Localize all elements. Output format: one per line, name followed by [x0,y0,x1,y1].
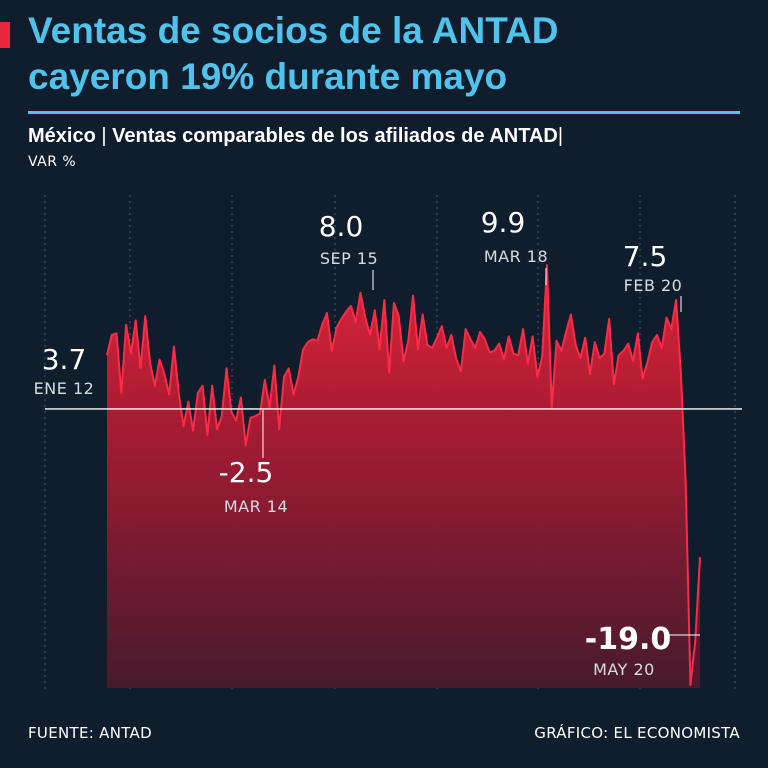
annotation-value: 9.9 [481,206,526,239]
annotations: 3.7 ENE 12 -2.5 MAR 14 8.0 SEP 15 9.9 MAR 18 7.5… [34,206,700,679]
subtitle-separator-left: | [101,125,107,147]
annotation-value: 3.7 [42,343,87,376]
chart-title: Ventas de socios de la ANTAD cayeron 19%… [28,8,748,100]
chart-subtitle: México | Ventas comparables de los afili… [28,125,563,148]
annotation-date: FEB 20 [624,276,683,295]
title-divider [28,111,740,114]
title-line-1: Ventas de socios de la ANTAD [28,10,559,51]
subtitle-separator-right: | [557,125,564,147]
annotation-date: SEP 15 [320,249,378,268]
area-layer [45,264,742,688]
annotation-date: MAY 20 [593,660,655,679]
title-line-2: cayeron 19% durante mayo [28,56,508,97]
annotation-date: MAR 14 [224,497,288,516]
annotation-date: ENE 12 [34,379,95,398]
series-line [106,264,701,686]
subtitle-country: México [28,125,96,147]
annotation-date: MAR 18 [484,247,548,266]
annotation-value: -2.5 [219,456,274,489]
credit-label: GRÁFICO: EL ECONOMISTA [534,724,740,742]
unit-label: VAR % [28,154,77,170]
annotation-value: -19.0 [585,622,671,657]
source-label: FUENTE: ANTAD [28,724,152,742]
annotation-value: 7.5 [623,240,668,273]
subtitle-description: Ventas comparables de los afiliados de A… [112,125,558,147]
annotation-value: 8.0 [319,210,364,243]
accent-bar [0,22,10,48]
series-area [107,265,700,688]
